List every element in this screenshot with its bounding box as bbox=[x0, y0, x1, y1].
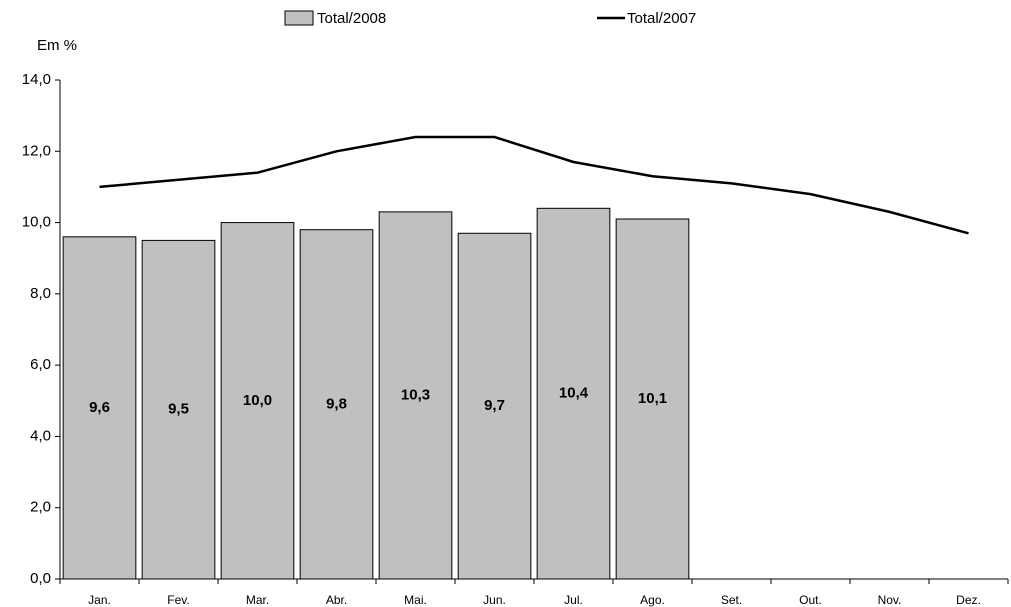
bar bbox=[299, 229, 374, 580]
x-tick-label: Dez. bbox=[956, 593, 981, 607]
y-tick-label: 6,0 bbox=[30, 356, 51, 373]
legend-label: Total/2008 bbox=[317, 10, 386, 27]
y-tick-label: 4,0 bbox=[30, 427, 51, 444]
x-tick-label: Out. bbox=[799, 593, 822, 607]
y-tick-label: 10,0 bbox=[22, 214, 51, 231]
x-tick-label: Jun. bbox=[483, 593, 506, 607]
y-tick-label: 12,0 bbox=[22, 142, 51, 159]
bar bbox=[378, 211, 453, 580]
x-tick-label: Jul. bbox=[564, 593, 583, 607]
data-label: 10,1 bbox=[638, 390, 667, 407]
y-tick-label: 8,0 bbox=[30, 285, 51, 302]
data-label: 10,4 bbox=[559, 385, 589, 402]
data-label: 9,7 bbox=[484, 397, 505, 414]
x-tick-label: Nov. bbox=[878, 593, 902, 607]
x-tick-label: Mai. bbox=[404, 593, 427, 607]
x-tick-label: Fev. bbox=[167, 593, 189, 607]
legend-label: Total/2007 bbox=[627, 10, 696, 27]
bar bbox=[457, 232, 532, 580]
data-label: 9,6 bbox=[89, 399, 110, 416]
y-tick-label: 0,0 bbox=[30, 570, 51, 587]
x-tick-label: Mar. bbox=[246, 593, 269, 607]
y-tick-label: 2,0 bbox=[30, 499, 51, 516]
y-axis-label: Em % bbox=[37, 37, 77, 54]
bar bbox=[615, 218, 690, 580]
bar bbox=[536, 207, 611, 580]
bar bbox=[141, 239, 216, 580]
x-tick-label: Ago. bbox=[640, 593, 665, 607]
data-label: 9,8 bbox=[326, 395, 347, 412]
line bbox=[99, 135, 969, 235]
bar bbox=[220, 222, 295, 580]
data-label: 10,3 bbox=[401, 386, 430, 403]
x-tick-label: Jan. bbox=[88, 593, 111, 607]
bar bbox=[62, 236, 137, 580]
x-tick-label: Set. bbox=[721, 593, 742, 607]
y-tick-label: 14,0 bbox=[22, 71, 51, 88]
x-tick-label: Abr. bbox=[326, 593, 347, 607]
data-label: 9,5 bbox=[168, 401, 189, 418]
legend-swatch bbox=[284, 10, 314, 26]
data-label: 10,0 bbox=[243, 392, 272, 409]
